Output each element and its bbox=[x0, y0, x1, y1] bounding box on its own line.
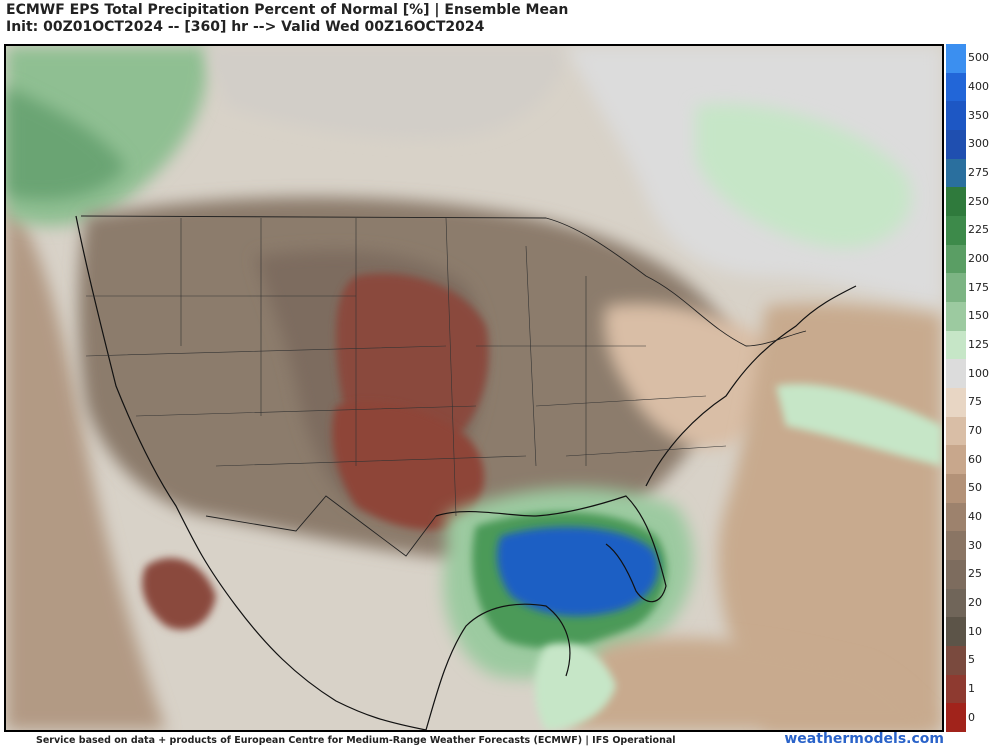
quebec-wet-area bbox=[696, 104, 912, 248]
colorbar-swatch bbox=[946, 646, 966, 676]
colorbar-swatch bbox=[946, 72, 966, 102]
colorbar-swatch bbox=[946, 617, 966, 647]
site-link[interactable]: weathermodels.com bbox=[784, 731, 944, 747]
colorbar-swatch bbox=[946, 273, 966, 303]
colorbar-swatch bbox=[946, 130, 966, 160]
colorbar-label: 275 bbox=[968, 166, 989, 179]
colorbar-label: 40 bbox=[968, 510, 982, 523]
coastlines bbox=[75, 215, 857, 730]
colorbar-label: 60 bbox=[968, 452, 982, 466]
central-canada-area bbox=[206, 46, 566, 139]
colorbar-swatch bbox=[946, 330, 966, 360]
colorbar-swatch bbox=[946, 445, 966, 475]
gulf-wettest-area bbox=[497, 527, 659, 616]
map-title: ECMWF EPS Total Precipitation Percent of… bbox=[6, 2, 568, 36]
data-credit: Service based on data + products of Euro… bbox=[36, 735, 676, 746]
colorbar-label: 400 bbox=[968, 80, 989, 93]
colorbar-label: 70 bbox=[968, 424, 982, 437]
colorbar-swatch bbox=[946, 158, 966, 188]
country-borders bbox=[80, 215, 807, 557]
colorbar bbox=[946, 44, 966, 733]
colorbar-swatch bbox=[946, 416, 966, 446]
title-line-1: ECMWF EPS Total Precipitation Percent of… bbox=[6, 2, 569, 18]
colorbar-swatch bbox=[946, 531, 966, 561]
colorbar-label: 350 bbox=[968, 108, 989, 122]
colorbar-label: 300 bbox=[968, 137, 989, 151]
colorbar-label: 20 bbox=[968, 596, 982, 609]
colorbar-label: 25 bbox=[968, 567, 982, 581]
colorbar-swatch bbox=[946, 588, 966, 618]
state-borders bbox=[85, 217, 727, 517]
title-line-2: Init: 00Z01OCT2024 -- [360] hr --> Valid… bbox=[6, 19, 485, 35]
colorbar-swatch bbox=[946, 560, 966, 590]
colorbar-swatch bbox=[946, 44, 966, 74]
colorbar-label: 1 bbox=[968, 682, 975, 695]
yucatan-wet-area bbox=[534, 643, 616, 730]
colorbar-swatch bbox=[946, 302, 966, 332]
colorbar-label: 150 bbox=[968, 309, 989, 323]
colorbar-swatch bbox=[946, 101, 966, 131]
colorbar-label: 75 bbox=[968, 395, 982, 409]
colorbar-label: 10 bbox=[968, 624, 982, 638]
colorbar-swatch bbox=[946, 216, 966, 246]
colorbar-label: 250 bbox=[968, 194, 989, 208]
colorbar-label: 50 bbox=[968, 481, 982, 495]
texas-driest-area bbox=[332, 402, 485, 530]
colorbar-swatch bbox=[946, 474, 966, 504]
colorbar-swatch bbox=[946, 244, 966, 274]
colorbar-swatch bbox=[946, 388, 966, 418]
atlantic-wet-band bbox=[776, 384, 942, 466]
bc-coast-wet-area bbox=[6, 86, 126, 200]
colorbar-label: 175 bbox=[968, 280, 989, 294]
map-canvas bbox=[6, 46, 942, 730]
mexico-dry-spot bbox=[142, 557, 216, 630]
pacific-field bbox=[6, 196, 166, 730]
colorbar-label: 5 bbox=[968, 653, 975, 667]
caribbean-field bbox=[566, 637, 942, 730]
colorbar-label: 0 bbox=[968, 710, 975, 724]
northeast-area bbox=[604, 303, 783, 448]
colorbar-label: 125 bbox=[968, 338, 989, 351]
colorbar-label: 500 bbox=[968, 51, 989, 65]
colorbar-swatch bbox=[946, 502, 966, 532]
colorbar-label: 30 bbox=[968, 538, 982, 552]
colorbar-label: 225 bbox=[968, 223, 989, 237]
colorbar-swatch bbox=[946, 359, 966, 389]
precipitation-map bbox=[4, 44, 944, 732]
colorbar-swatch bbox=[946, 187, 966, 217]
colorbar-label: 100 bbox=[968, 366, 989, 380]
colorbar-label: 200 bbox=[968, 252, 989, 265]
colorbar-swatch bbox=[946, 703, 966, 733]
colorbar-swatch bbox=[946, 674, 966, 704]
